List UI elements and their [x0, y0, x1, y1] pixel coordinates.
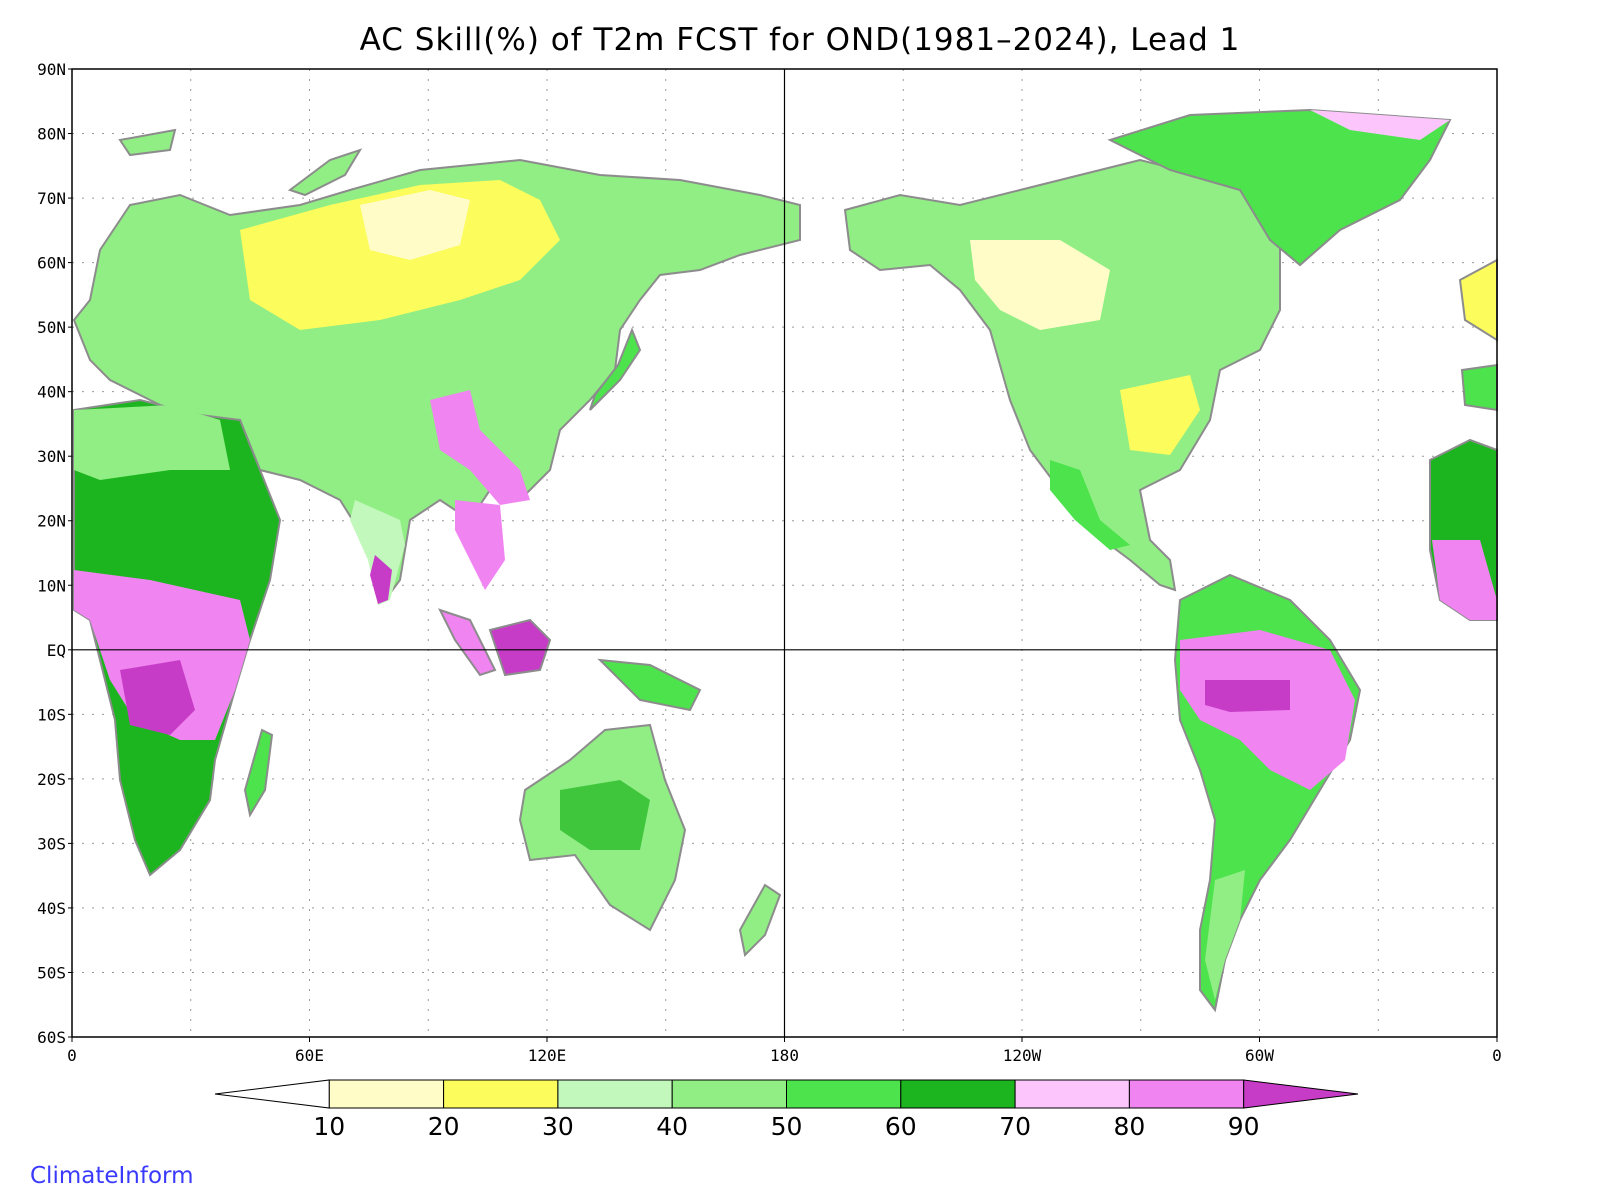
colorbar-bin — [328, 1079, 445, 1109]
lat-label: 30S — [37, 834, 66, 853]
lat-label: 30N — [37, 447, 66, 466]
region-iberia-edge — [1460, 363, 1498, 412]
lon-label: 120W — [1003, 1046, 1042, 1065]
lon-label: 60E — [295, 1046, 324, 1065]
region-africa-central — [74, 570, 250, 740]
region-europe-edge — [1458, 258, 1498, 342]
colorbar-label: 50 — [771, 1112, 803, 1141]
region-mexico — [1050, 460, 1130, 550]
colorbar-label: 70 — [999, 1112, 1031, 1141]
colorbar-label: 30 — [542, 1112, 574, 1141]
region-sumatra — [438, 608, 497, 677]
colorbar-label: 20 — [428, 1112, 460, 1141]
region-novaya-zemlya — [287, 148, 363, 197]
colorbar-label: 80 — [1113, 1112, 1145, 1141]
colorbar-bin — [786, 1079, 902, 1109]
colorbar-bin — [1243, 1079, 1359, 1109]
colorbar-bin — [900, 1079, 1016, 1109]
region-siberia-vlow — [360, 190, 470, 260]
colorbar-label: 10 — [313, 1112, 345, 1141]
region-africa-core — [120, 660, 195, 735]
lat-label: 80N — [37, 125, 66, 144]
lon-label: 180 — [770, 1046, 799, 1065]
region-amazon-core — [1205, 680, 1290, 712]
region-greenland-north — [1310, 110, 1450, 140]
credit-text: ClimateInform — [30, 1163, 194, 1189]
map-frame — [68, 68, 1498, 1042]
region-canada-low — [970, 240, 1110, 330]
lon-label: 60W — [1245, 1046, 1274, 1065]
lat-label: 40N — [37, 383, 66, 402]
lat-label: 20N — [37, 512, 66, 531]
lat-label: 60S — [37, 1028, 66, 1047]
lat-label: 50N — [37, 318, 66, 337]
region-india — [350, 500, 405, 605]
region-new-guinea — [597, 658, 702, 712]
lat-label: 20S — [37, 770, 66, 789]
colorbar-bin — [214, 1079, 330, 1109]
land-skill-field — [72, 108, 1498, 1013]
region-greenland — [1107, 108, 1452, 267]
region-china-high — [430, 390, 530, 505]
region-us-east-low — [1120, 375, 1200, 455]
region-borneo — [488, 618, 552, 677]
region-japan — [589, 327, 642, 411]
colorbar-bin — [443, 1079, 559, 1109]
lat-label: 10N — [37, 576, 66, 595]
colorbar-bin — [1128, 1079, 1245, 1109]
region-patagonia — [1205, 870, 1245, 1000]
colorbar-bin — [1014, 1079, 1130, 1109]
colorbar-bin — [557, 1079, 673, 1109]
lat-label: 70N — [37, 189, 66, 208]
lat-label: 10S — [37, 705, 66, 724]
lat-label: 50S — [37, 963, 66, 982]
region-madagascar — [243, 728, 274, 818]
region-africa-north — [74, 405, 230, 480]
colorbar-label: 90 — [1228, 1112, 1260, 1141]
region-australia-core — [560, 780, 650, 850]
map-border — [71, 68, 1498, 1038]
lon-label: 120E — [528, 1046, 567, 1065]
region-india-south — [370, 555, 392, 604]
lat-label: 90N — [37, 60, 66, 79]
lat-label: 40S — [37, 899, 66, 918]
longitude-labels: 0 60E 120E 180 120W 60W 0 — [67, 1046, 1502, 1065]
colorbar-label: 60 — [885, 1112, 917, 1141]
colorbar-bin — [671, 1079, 787, 1109]
region-north-america — [843, 158, 1281, 592]
colorbar-label: 40 — [656, 1112, 688, 1141]
lon-label: 0 — [1492, 1046, 1502, 1065]
lat-label: EQ — [47, 641, 66, 660]
lon-label: 0 — [67, 1046, 77, 1065]
region-new-zealand — [738, 883, 782, 958]
latitude-labels: 90N 80N 70N 60N 50N 40N 30N 20N 10N EQ 10S 20S 30S 40… — [37, 60, 66, 1047]
region-se-asia — [455, 500, 505, 590]
chart-title: AC Skill(%) of T2m FCST for OND(1981–202… — [359, 22, 1241, 58]
colorbar: 10 20 30 40 50 60 70 80 90 — [214, 1079, 1359, 1141]
region-svalbard — [118, 128, 177, 157]
lat-label: 60N — [37, 254, 66, 273]
region-africa-west-edge-high — [1432, 540, 1497, 620]
